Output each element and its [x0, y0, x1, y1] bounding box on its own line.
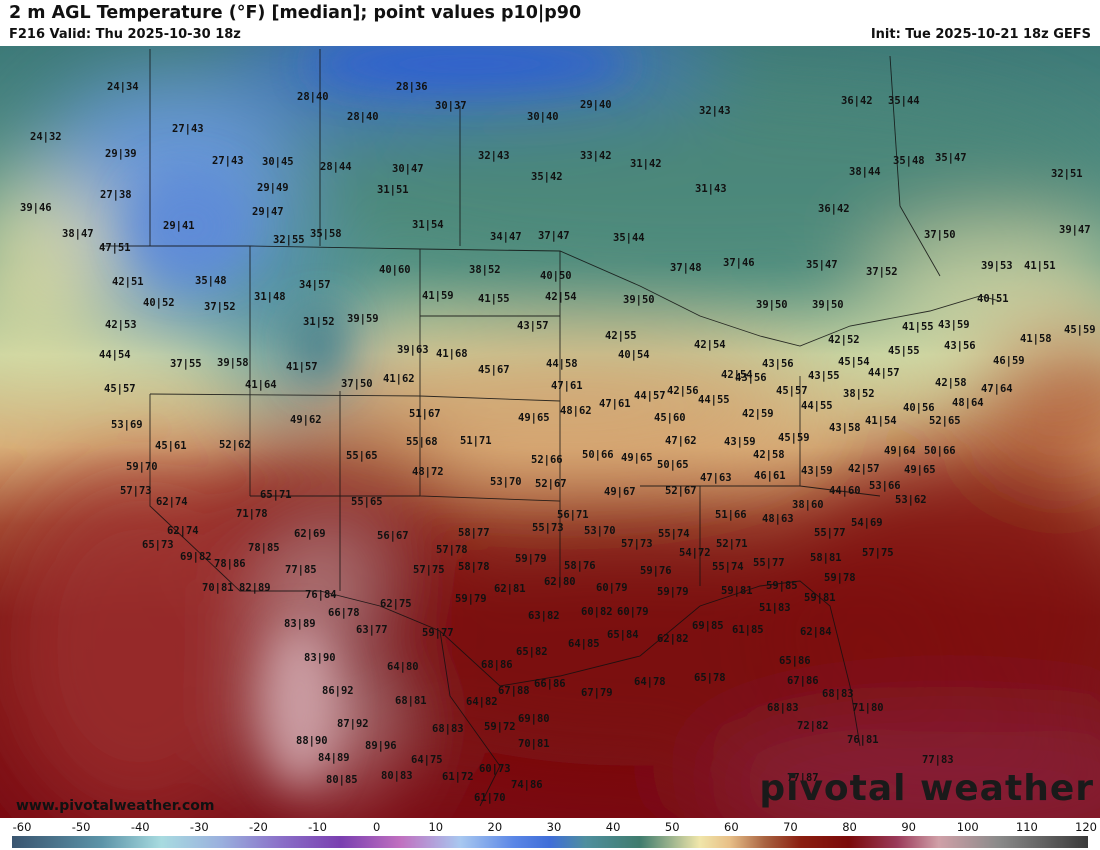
- temperature-field: [0, 46, 1100, 818]
- color-scale-tick: -40: [130, 820, 150, 834]
- color-scale: -60 -50 -40 -30 -20 -10 0 10 20 30 40 50 60 70 80 90 100…: [0, 818, 1100, 850]
- color-scale-tick: -30: [189, 820, 209, 834]
- color-scale-tick: -10: [308, 820, 327, 834]
- color-scale-ticks: -60 -50 -40 -30 -20 -10 0 10 20 30 40 50 60 70 80 90 100…: [0, 820, 1100, 834]
- valid-time: F216 Valid: Thu 2025-10-30 18z: [9, 27, 241, 42]
- map-title: 2 m AGL Temperature (°F) [median]; point…: [9, 3, 582, 23]
- political-boundaries: [100, 49, 1001, 807]
- color-scale-tick: 120: [1075, 820, 1097, 834]
- site-url: www.pivotalweather.com: [16, 798, 215, 814]
- color-scale-tick: 90: [901, 820, 916, 834]
- color-scale-tick: 20: [487, 820, 503, 834]
- color-scale-tick: 60: [724, 820, 739, 834]
- color-scale-tick: 100: [956, 820, 979, 834]
- color-scale-tick: -60: [12, 820, 32, 834]
- init-time: Init: Tue 2025-10-21 18z GEFS: [870, 27, 1091, 42]
- color-scale-tick: 50: [664, 820, 680, 834]
- color-scale-strip: [12, 836, 1088, 848]
- color-scale-tick: -50: [71, 820, 91, 834]
- color-scale-tick: 0: [372, 820, 381, 834]
- temperature-map: 24|34 24|32 29|39 27|43 27|43 30|45 28|40 28|36…: [0, 46, 1100, 818]
- color-scale-tick: 30: [546, 820, 562, 834]
- color-scale-tick: 110: [1015, 820, 1038, 834]
- color-scale-tick: 10: [428, 820, 444, 834]
- color-scale-tick: 40: [605, 820, 621, 834]
- map-header: 2 m AGL Temperature (°F) [median]; point…: [0, 0, 1100, 46]
- color-scale-tick: -20: [249, 820, 268, 834]
- color-scale-tick: 70: [783, 820, 798, 834]
- brand-watermark: pivotal weather: [759, 768, 1094, 809]
- color-scale-tick: 80: [842, 820, 857, 834]
